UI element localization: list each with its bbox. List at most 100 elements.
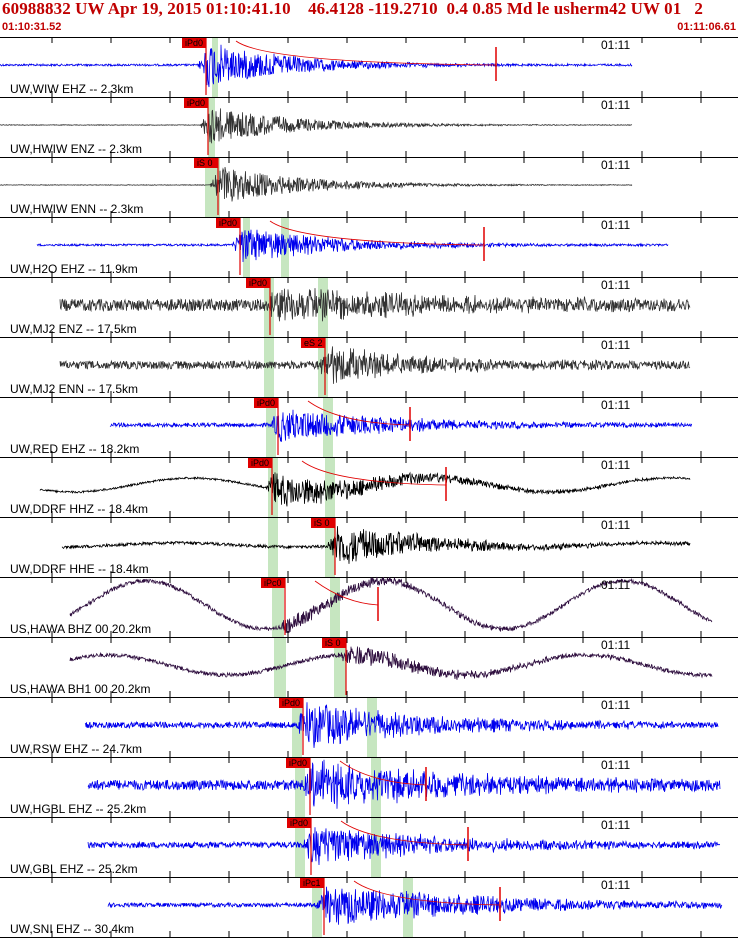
pick-window	[268, 518, 278, 577]
pick-flag[interactable]	[286, 758, 310, 768]
pick-flag[interactable]	[287, 818, 311, 828]
waveform	[69, 576, 713, 634]
trace-row[interactable]: iS 0 01:11 UW,HWIW ENN -- 2.3km	[0, 157, 738, 217]
waveform	[0, 166, 633, 202]
window-end-time: 01:11:06.61	[677, 21, 736, 33]
pick-flag[interactable]	[311, 518, 335, 528]
pick-window	[266, 398, 276, 457]
pick-label: iPd0	[290, 818, 308, 828]
pick-window	[295, 818, 305, 877]
waveform	[109, 409, 692, 442]
pick-label: iPc0	[264, 578, 282, 588]
trace-row[interactable]: iPd0 01:11 UW,DDRF HHZ -- 18.4km	[0, 457, 738, 517]
seismogram-panel[interactable]: iPd0 01:11 UW,WIW EHZ -- 2.3km iPd0 01:11 UW,…	[0, 37, 738, 938]
waveform	[36, 229, 669, 263]
pick-window	[334, 638, 346, 697]
station-label: UW,HWIW ENZ -- 2.3km	[10, 142, 142, 156]
waveform	[39, 471, 691, 507]
pick-label: iPd0	[282, 698, 300, 708]
coda-curve	[339, 760, 427, 786]
pick-label: iS 0	[314, 518, 330, 528]
pick-flag[interactable]	[246, 278, 270, 288]
trace-row[interactable]: iPd0 01:11 UW,MJ2 ENZ -- 17.5km	[0, 277, 738, 337]
pick-window	[371, 818, 381, 877]
pick-flag[interactable]	[301, 338, 325, 348]
pick-flag[interactable]	[194, 158, 218, 168]
waveform	[61, 526, 691, 564]
pick-window	[205, 158, 220, 217]
pick-label: iPd0	[257, 398, 275, 408]
pick-flag[interactable]	[216, 218, 240, 228]
trace-row[interactable]: iPd0 01:11 UW,GBL EHZ -- 25.2km	[0, 817, 738, 877]
time-label: 01:11	[601, 518, 630, 532]
pick-label: iPc1	[303, 878, 321, 888]
waveform	[87, 827, 721, 866]
station-label: UW,GBL EHZ -- 25.2km	[10, 862, 138, 876]
station-label: UW,RED EHZ -- 18.2km	[10, 442, 139, 456]
trace-row[interactable]: iPc0 01:11 US,HAWA BHZ 00 20.2km	[0, 576, 738, 637]
trace-row[interactable]: iS 0 01:11 UW,DDRF HHE -- 18.4km	[0, 517, 738, 577]
station-label: UW,RSW EHZ -- 24.7km	[10, 742, 142, 756]
station-label: UW,H2O EHZ -- 11.9km	[10, 262, 138, 276]
station-label: UW,WIW EHZ -- 2.3km	[10, 82, 133, 96]
station-label: UW,DDRF HHE -- 18.4km	[10, 562, 149, 576]
waveform	[87, 759, 721, 809]
time-label: 01:11	[601, 158, 630, 172]
pick-flag[interactable]	[184, 98, 208, 108]
time-label: 01:11	[601, 338, 630, 352]
coda-curve	[353, 880, 501, 906]
coda-curve	[235, 40, 497, 66]
trace-row[interactable]: iPd0 01:11 UW,WIW EHZ -- 2.3km	[0, 37, 738, 97]
pick-flag[interactable]	[261, 578, 285, 588]
pick-label: iS 0	[325, 638, 341, 648]
pick-window	[330, 578, 340, 637]
waveform	[84, 702, 719, 748]
pick-label: iPd0	[249, 278, 267, 288]
waveform	[69, 646, 713, 680]
pick-label: eS 2	[304, 338, 323, 348]
pick-window	[272, 578, 284, 637]
window-start-time: 01:10:31.52	[2, 21, 62, 33]
trace-row[interactable]: eS 2 01:11 UW,MJ2 ENN -- 17.5km	[0, 337, 738, 397]
station-label: UW,DDRF HHZ -- 18.4km	[10, 502, 148, 516]
trace-row[interactable]: iS 0 01:11 US,HAWA BH1 00 20.2km	[0, 637, 738, 697]
waveform	[59, 288, 691, 322]
trace-row[interactable]: iPd0 01:11 UW,H2O EHZ -- 11.9km	[0, 217, 738, 277]
waveform	[107, 886, 723, 925]
trace-row[interactable]: iPd0 01:11 UW,RED EHZ -- 18.2km	[0, 397, 738, 457]
time-label: 01:11	[601, 398, 630, 412]
time-label: 01:11	[601, 578, 630, 592]
pick-flag[interactable]	[300, 878, 324, 888]
pick-flag[interactable]	[254, 398, 278, 408]
pick-window	[318, 338, 328, 397]
coda-curve	[340, 820, 469, 846]
station-label: US,HAWA BHZ 00 20.2km	[10, 622, 151, 636]
pick-window	[367, 698, 377, 757]
coda-curve	[314, 580, 379, 606]
pick-flag[interactable]	[182, 38, 206, 48]
pick-label: iPd0	[187, 98, 205, 108]
event-header: 60988832 UW Apr 19, 2015 01:10:41.10 46.…	[0, 0, 738, 36]
time-label: 01:11	[601, 458, 630, 472]
coda-curve	[307, 400, 411, 426]
waveform	[59, 346, 691, 384]
waveform	[0, 44, 633, 88]
trace-row[interactable]: iPd0 01:11 UW,HGBL EHZ -- 25.2km	[0, 757, 738, 817]
time-label: 01:11	[601, 758, 630, 772]
coda-curve	[269, 220, 485, 246]
pick-label: iPd0	[251, 458, 269, 468]
trace-row[interactable]: iPd0 01:11 UW,HWIW ENZ -- 2.3km	[0, 97, 738, 157]
station-label: UW,HWIW ENN -- 2.3km	[10, 202, 143, 216]
coda-curve	[301, 460, 447, 486]
pick-flag[interactable]	[279, 698, 303, 708]
pick-flag[interactable]	[248, 458, 272, 468]
time-label: 01:11	[601, 38, 630, 52]
trace-row[interactable]: iPd0 01:11 UW,RSW EHZ -- 24.7km	[0, 697, 738, 757]
trace-row[interactable]: iPc1 01:11 UW,SNI EHZ -- 30.4km	[0, 877, 738, 937]
time-label: 01:11	[601, 98, 630, 112]
pick-flag[interactable]	[322, 638, 346, 648]
time-label: 01:11	[601, 818, 630, 832]
time-label: 01:11	[601, 638, 630, 652]
time-label: 01:11	[601, 218, 630, 232]
pick-label: iPd0	[289, 758, 307, 768]
